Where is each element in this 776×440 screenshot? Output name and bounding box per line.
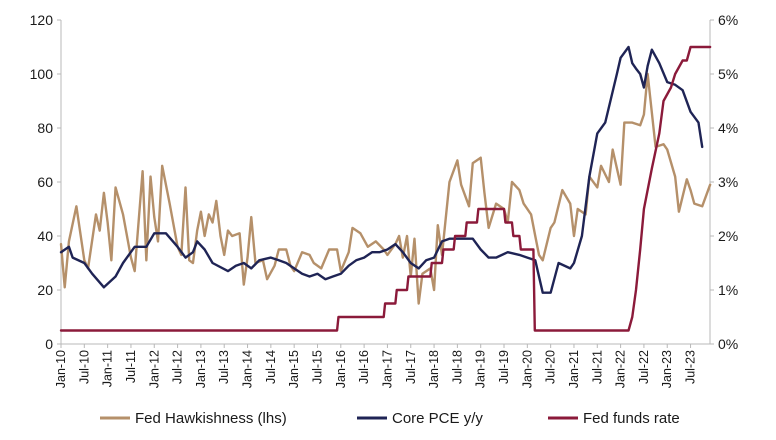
x-tick-label: Jan-18 [427, 350, 441, 388]
plot-area [61, 20, 710, 344]
legend-item-core-pce: Core PCE y/y [357, 410, 483, 427]
x-tick-label: Jan-10 [54, 350, 68, 388]
legend-item-fed-funds-rate: Fed funds rate [548, 410, 680, 427]
x-tick-label: Jul-10 [77, 350, 91, 384]
legend-label: Core PCE y/y [392, 410, 483, 427]
y-left-tick-label: 120 [30, 12, 54, 28]
y-left-tick-label: 80 [37, 120, 53, 136]
x-tick-label: Jan-21 [567, 350, 581, 388]
y-axis-right: 0% 1% 2% 3% 4% 5% 6% [710, 12, 738, 352]
x-tick-label: Jan-23 [660, 350, 674, 388]
series-group [59, 45, 712, 332]
y-right-tick-label: 0% [718, 336, 738, 352]
x-tick-label: Jan-12 [147, 350, 161, 388]
y-left-tick-label: 0 [45, 336, 53, 352]
x-tick-label: Jan-20 [520, 350, 534, 388]
x-tick-label: Jul-14 [264, 350, 278, 384]
x-tick-label: Jul-13 [217, 350, 231, 384]
x-tick-label: Jan-14 [241, 350, 255, 388]
x-tick-label: Jul-16 [357, 350, 371, 384]
y-left-tick-label: 60 [37, 174, 53, 190]
x-tick-label: Jan-22 [614, 350, 628, 388]
x-tick-label: Jul-19 [497, 350, 511, 384]
x-tick-label: Jul-20 [544, 350, 558, 384]
y-right-tick-label: 3% [718, 174, 738, 190]
x-axis: Jan-10 Jul-10 Jan-11 Jul-11 Jan-12 Jul-12 Jan-… [54, 344, 698, 388]
y-right-tick-label: 6% [718, 12, 738, 28]
x-tick-label: Jul-12 [171, 350, 185, 384]
y-right-tick-label: 1% [718, 282, 738, 298]
y-right-tick-label: 5% [718, 66, 738, 82]
x-tick-label: Jan-19 [474, 350, 488, 388]
x-tick-label: Jul-15 [310, 350, 324, 384]
y-left-tick-label: 100 [30, 66, 54, 82]
x-tick-label: Jul-22 [637, 350, 651, 384]
legend-label: Fed funds rate [583, 410, 680, 427]
y-axis-left: 0 20 40 60 80 100 120 [30, 12, 61, 352]
y-right-tick-label: 2% [718, 228, 738, 244]
legend: Fed Hawkishness (lhs) Core PCE y/y Fed fun… [100, 410, 680, 427]
x-tick-label: Jul-23 [684, 350, 698, 384]
x-tick-label: Jul-11 [124, 350, 138, 383]
x-tick-label: Jul-17 [404, 350, 418, 384]
x-tick-label: Jan-15 [287, 350, 301, 388]
series-line-core-pce [59, 45, 704, 294]
x-tick-label: Jan-16 [334, 350, 348, 388]
y-left-tick-label: 20 [37, 282, 53, 298]
y-right-tick-label: 4% [718, 120, 738, 136]
x-tick-label: Jan-13 [194, 350, 208, 388]
x-tick-label: Jan-11 [101, 350, 115, 387]
legend-item-fed-hawkishness: Fed Hawkishness (lhs) [100, 410, 287, 427]
y-left-tick-label: 40 [37, 228, 53, 244]
x-tick-label: Jan-17 [380, 350, 394, 388]
x-tick-label: Jul-18 [450, 350, 464, 384]
x-tick-label: Jul-21 [590, 350, 604, 384]
legend-label: Fed Hawkishness (lhs) [135, 410, 287, 427]
series-line-fed-funds-rate [59, 45, 712, 332]
